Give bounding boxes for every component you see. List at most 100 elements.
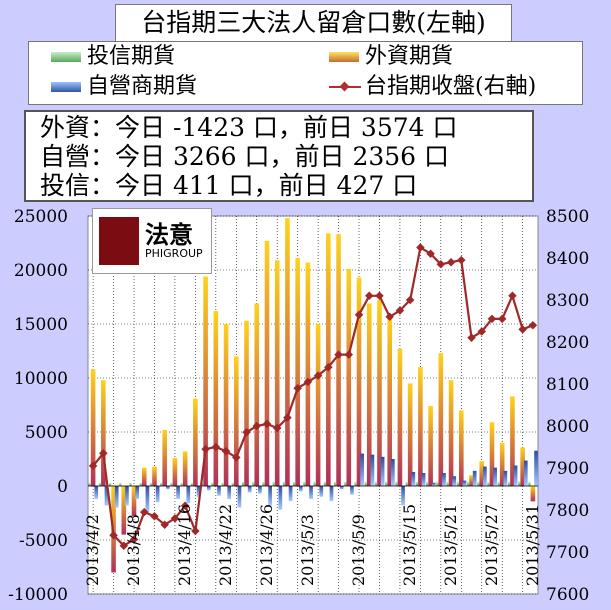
close-point bbox=[232, 453, 241, 462]
bar-investment-trust bbox=[241, 481, 245, 486]
close-point bbox=[262, 419, 272, 429]
right-tick-label: 8500 bbox=[546, 207, 589, 227]
bar-investment-trust bbox=[426, 481, 429, 486]
x-tick-label: 2013/5/21 bbox=[441, 504, 460, 586]
bar-investment-trust bbox=[160, 482, 163, 486]
bar-foreign bbox=[285, 218, 290, 486]
bar-investment-trust bbox=[98, 482, 102, 486]
legend-label-foreign: 外資期貨 bbox=[365, 44, 454, 69]
bar-foreign bbox=[233, 356, 239, 486]
bar-foreign bbox=[499, 442, 505, 486]
bar-dealer bbox=[493, 467, 497, 486]
right-tick-label: 8400 bbox=[546, 249, 589, 269]
bar-foreign bbox=[418, 367, 423, 486]
x-tick-label: 2013/5/3 bbox=[298, 514, 317, 586]
bar-investment-trust bbox=[293, 481, 296, 486]
bar-dealer bbox=[360, 453, 365, 486]
bar-foreign bbox=[193, 398, 198, 486]
bar-investment-trust bbox=[170, 482, 173, 486]
close-point bbox=[375, 291, 384, 301]
bar-foreign bbox=[366, 303, 372, 486]
bar-investment-trust bbox=[221, 482, 224, 486]
left-tick-label: 20000 bbox=[14, 261, 68, 281]
bar-dealer bbox=[278, 486, 283, 510]
bar-foreign bbox=[121, 486, 127, 535]
bar-foreign bbox=[244, 320, 249, 486]
chart-title: 台指期三大法人留倉口數(左軸) bbox=[141, 8, 486, 37]
x-tick-label: 2013/5/27 bbox=[482, 504, 501, 586]
bar-investment-trust bbox=[487, 481, 490, 486]
right-tick-label: 7800 bbox=[546, 501, 589, 521]
legend-label-close: 台指期收盤(右軸) bbox=[365, 74, 537, 99]
bar-investment-trust bbox=[323, 481, 327, 486]
legend-label-investment-trust: 投信期貨 bbox=[87, 44, 176, 69]
bar-dealer bbox=[186, 486, 191, 504]
right-tick-label: 8300 bbox=[546, 291, 589, 311]
bar-investment-trust bbox=[149, 482, 153, 486]
bar-foreign bbox=[510, 396, 515, 486]
x-tick-label: 2013/5/15 bbox=[400, 504, 419, 586]
bar-dealer bbox=[503, 470, 508, 486]
close-point bbox=[354, 310, 364, 319]
bar-dealer bbox=[258, 486, 262, 494]
bar-dealer bbox=[227, 486, 232, 499]
bar-foreign bbox=[407, 383, 413, 486]
bar-dealer bbox=[452, 476, 457, 486]
close-point bbox=[313, 371, 323, 380]
legend-swatch-foreign bbox=[329, 52, 359, 62]
bar-foreign bbox=[172, 457, 178, 486]
summary-foreign: 外資：今日 -1423 口，前日 3574 口 bbox=[40, 113, 458, 142]
close-point bbox=[242, 428, 251, 437]
bar-investment-trust bbox=[446, 481, 449, 486]
logo: 法意 PHIGROUP bbox=[92, 208, 212, 274]
bar-foreign bbox=[346, 268, 352, 486]
bar-investment-trust bbox=[354, 481, 357, 486]
bar-investment-trust bbox=[282, 481, 286, 486]
bar-investment-trust bbox=[262, 481, 265, 486]
bar-foreign bbox=[264, 240, 270, 486]
close-point bbox=[201, 444, 210, 454]
close-point bbox=[477, 327, 486, 336]
legend-swatch-investment-trust bbox=[51, 52, 81, 62]
close-point bbox=[385, 312, 394, 322]
close-point bbox=[446, 257, 456, 267]
bar-foreign bbox=[213, 311, 219, 486]
left-axis-ticks: -10000 -5000 0 5000 10000 15000 20000 25000 bbox=[8, 207, 68, 605]
bar-investment-trust bbox=[211, 482, 214, 486]
close-point bbox=[221, 446, 231, 456]
bar-foreign bbox=[448, 380, 454, 486]
close-point bbox=[467, 333, 476, 343]
bar-foreign bbox=[377, 300, 382, 486]
right-tick-label: 8200 bbox=[546, 333, 589, 353]
bar-foreign bbox=[162, 429, 168, 486]
close-point bbox=[518, 325, 527, 334]
bar-foreign bbox=[315, 324, 321, 486]
bar-foreign bbox=[131, 486, 137, 517]
logo-chinese: 法意 bbox=[145, 220, 193, 249]
bar-investment-trust bbox=[518, 481, 521, 486]
bar-investment-trust bbox=[507, 481, 511, 486]
bar-dealer bbox=[401, 486, 405, 506]
left-tick-label: 25000 bbox=[14, 207, 68, 227]
left-tick-label: 5000 bbox=[25, 423, 68, 443]
bar-investment-trust bbox=[88, 482, 91, 486]
bar-foreign bbox=[223, 324, 229, 486]
bar-dealer bbox=[247, 486, 252, 493]
bar-dealer bbox=[339, 486, 344, 490]
bar-dealer bbox=[135, 486, 140, 499]
close-point bbox=[293, 383, 302, 393]
bar-dealer bbox=[217, 486, 221, 496]
close-point bbox=[365, 291, 374, 301]
close-point bbox=[528, 320, 538, 330]
bar-dealer bbox=[155, 486, 160, 503]
bar-foreign bbox=[428, 406, 433, 486]
close-point bbox=[211, 442, 221, 452]
summary-box: 外資：今日 -1423 口，前日 3574 口 自營：今日 3266 口，前日 … bbox=[24, 110, 534, 202]
bar-foreign bbox=[152, 466, 157, 486]
bar-investment-trust bbox=[415, 481, 419, 486]
bar-dealer bbox=[288, 486, 293, 502]
close-point bbox=[508, 291, 517, 301]
bar-investment-trust bbox=[374, 481, 378, 486]
